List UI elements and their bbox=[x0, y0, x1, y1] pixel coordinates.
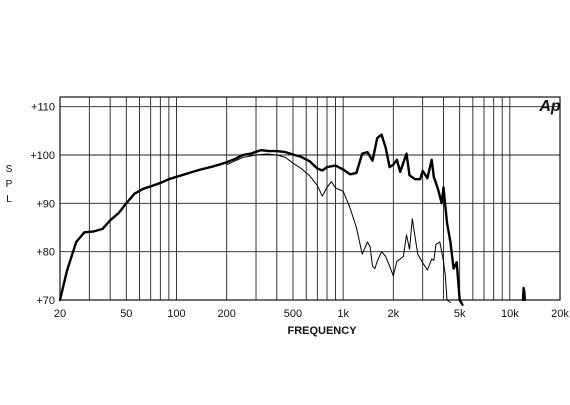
ap-logo: Ap bbox=[538, 98, 561, 115]
y-axis-label: SPL bbox=[6, 164, 13, 205]
x-tick-label: 500 bbox=[284, 308, 302, 320]
x-tick-label: 1k bbox=[337, 308, 349, 320]
y-tick-labels: +70 +80 +90 +100 +110 bbox=[30, 102, 55, 307]
x-tick-label: 20k bbox=[551, 308, 569, 320]
x-tick-label: 5k bbox=[454, 308, 466, 320]
y-axis-label-letter: L bbox=[6, 194, 12, 205]
y-tick-label: +70 bbox=[36, 295, 55, 307]
y-tick-label: +110 bbox=[31, 102, 55, 114]
x-tick-labels: 20 50 100 200 500 1k 2k 5k 10k 20k bbox=[54, 308, 569, 320]
x-tick-label: 10k bbox=[501, 308, 519, 320]
x-tick-label: 200 bbox=[217, 308, 235, 320]
y-axis-label-letter: P bbox=[6, 179, 13, 190]
y-tick-label: +100 bbox=[30, 150, 55, 162]
chart-grid bbox=[59, 97, 561, 300]
series-line-3 bbox=[521, 286, 526, 302]
plot-frame bbox=[59, 96, 561, 301]
x-tick-label: 100 bbox=[167, 308, 185, 320]
y-tick-label: +80 bbox=[36, 247, 55, 259]
y-tick-label: +90 bbox=[36, 198, 55, 210]
series-line-1 bbox=[58, 133, 464, 306]
chart-series-group bbox=[58, 133, 526, 306]
x-tick-label: 20 bbox=[54, 308, 66, 320]
x-tick-label: 50 bbox=[120, 308, 132, 320]
x-axis-label: FREQUENCY bbox=[287, 325, 357, 337]
x-tick-label: 2k bbox=[388, 308, 400, 320]
series-line-2 bbox=[226, 153, 451, 303]
y-axis-label-letter: S bbox=[6, 164, 13, 175]
